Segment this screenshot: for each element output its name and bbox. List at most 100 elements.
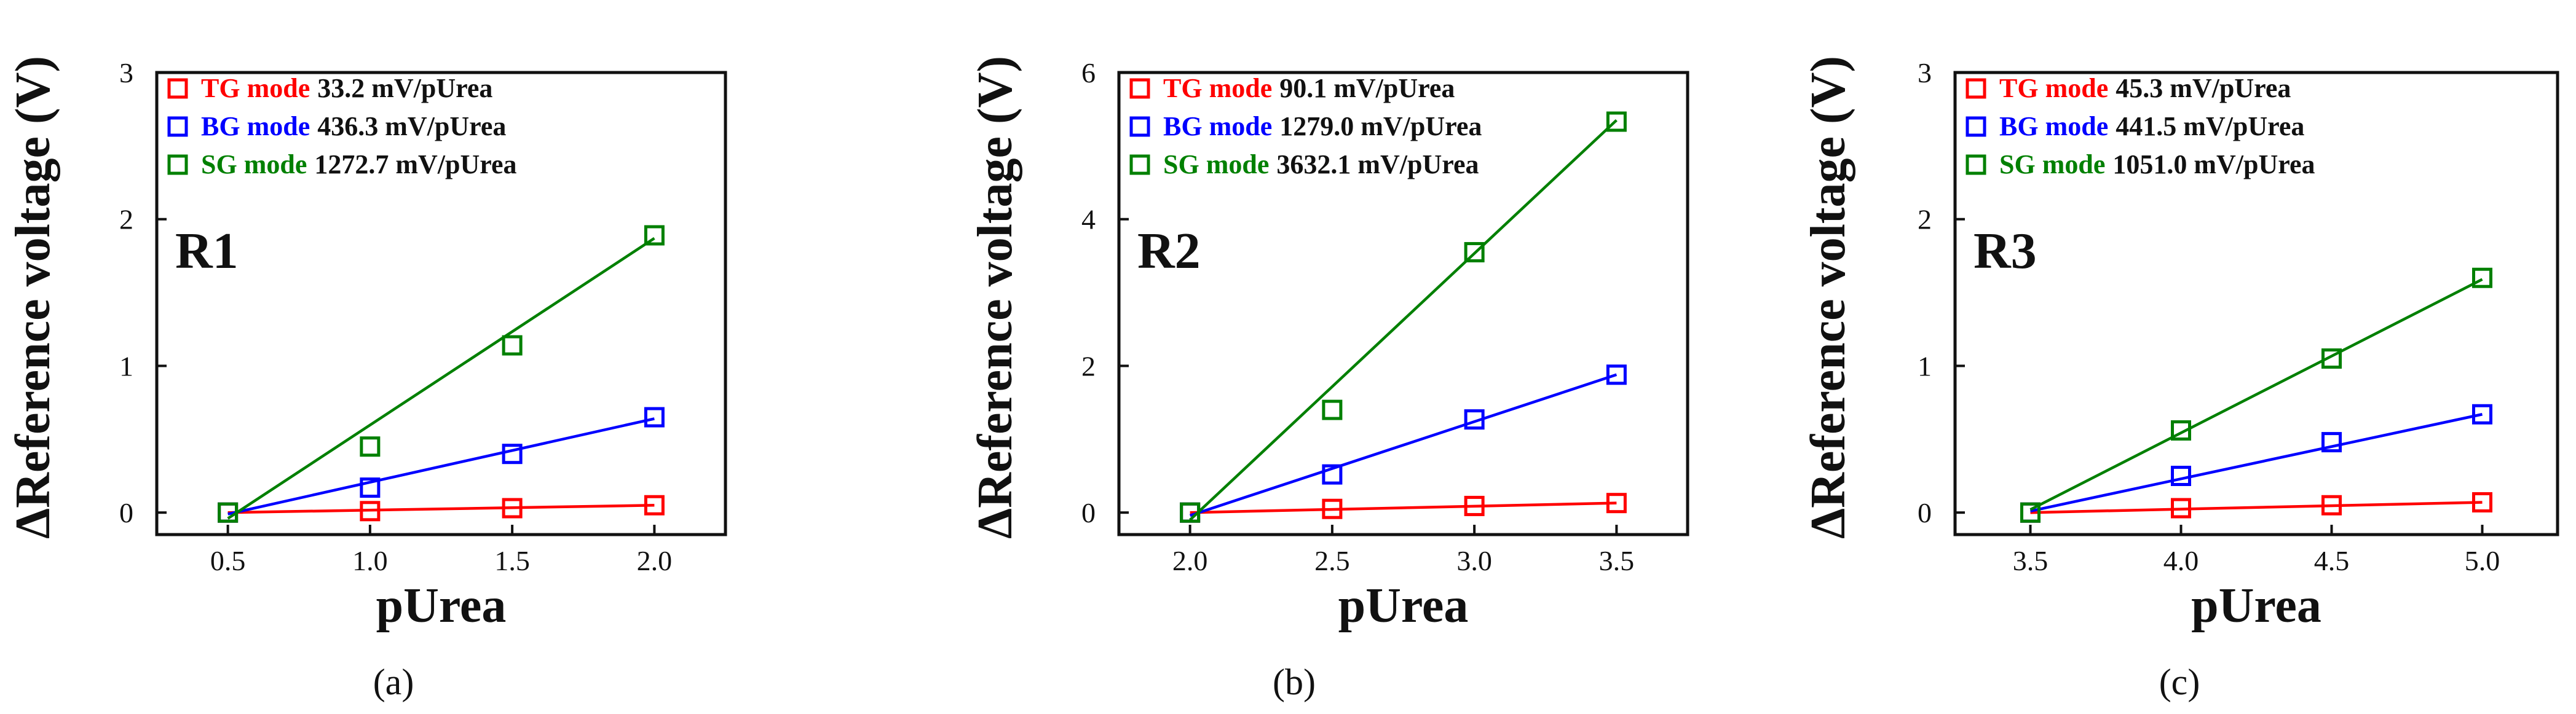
x-tick-label-c: 4.5 xyxy=(2314,545,2350,576)
y-axis-title-b: ΔReference voltage (V) xyxy=(968,56,1022,539)
data-point-sg-a xyxy=(360,436,381,457)
y-tick-label-c: 3 xyxy=(1918,57,1932,88)
panel-caption-c: (c) xyxy=(2159,662,2200,702)
data-point-bg-a xyxy=(644,407,665,428)
panel-tag-a: R1 xyxy=(175,222,239,280)
panel-tag-c: R3 xyxy=(1973,222,2037,280)
data-point-bg-b xyxy=(1322,464,1343,485)
fit-line-bg-b xyxy=(1189,373,1618,517)
data-point-bg-b xyxy=(1606,364,1627,385)
legend-sensitivity-tg-c: 45.3 mV/pUrea xyxy=(2116,73,2291,103)
data-point-tg-a xyxy=(360,501,381,522)
y-tick-label-a: 0 xyxy=(119,497,133,528)
y-tick-label-c: 1 xyxy=(1918,350,1932,382)
data-point-tg-c xyxy=(2321,495,2342,516)
y-tick-label-b: 4 xyxy=(1081,204,1096,235)
data-point-tg-c xyxy=(2171,498,2191,519)
legend-swatch-bg-c xyxy=(1966,116,1986,137)
fit-line-tg-a xyxy=(227,504,655,514)
x-tick-label-b: 2.5 xyxy=(1314,545,1350,576)
panel-caption-a: (a) xyxy=(373,662,414,702)
legend-swatch-sg-b xyxy=(1129,154,1150,175)
fit-line-tg-b xyxy=(1190,501,1617,514)
data-point-sg-c xyxy=(2472,267,2492,288)
legend-mode-name-bg-a: BG mode xyxy=(201,111,310,141)
y-tick-label-a: 1 xyxy=(119,350,133,382)
legend-mode-name-bg-b: BG mode xyxy=(1163,111,1272,141)
x-axis-title-a: pUrea xyxy=(376,579,507,633)
legend-entry-bg-a: BG mode 436.3 mV/pUrea xyxy=(201,111,506,141)
y-tick-label-a: 3 xyxy=(119,57,133,88)
plot-frame-a xyxy=(155,71,727,536)
fit-line-sg-a xyxy=(227,237,655,520)
y-tick-label-c: 0 xyxy=(1918,497,1932,528)
data-point-tg-a xyxy=(502,498,523,519)
fit-line-bg-a xyxy=(227,417,655,516)
chart-panel-c: 3.5 4.0 4.5 5.0 0 1 2 3 pUrea ΔReference voltage … xyxy=(1801,56,2559,702)
data-point-sg-c xyxy=(2020,502,2041,523)
fit-line-sg-c xyxy=(2029,278,2483,511)
data-point-tg-b xyxy=(1322,498,1343,519)
legend-entry-bg-b: BG mode 1279.0 mV/pUrea xyxy=(1163,111,1482,141)
fit-line-sg-b xyxy=(1189,119,1618,521)
legend-swatch-bg-a xyxy=(167,116,188,137)
data-point-sg-a xyxy=(218,502,239,523)
x-tick-label-b: 2.0 xyxy=(1172,545,1208,576)
y-axis-title-a: ΔReference voltage (V) xyxy=(6,56,60,539)
legend-mode-name-sg-b: SG mode xyxy=(1163,149,1269,179)
legend-mode-name-sg-c: SG mode xyxy=(1999,149,2105,179)
data-point-bg-c xyxy=(2171,466,2191,487)
chart-panel-a: 0.5 1.0 1.5 2.0 0 1 2 3 pUrea ΔReference voltage … xyxy=(6,56,727,702)
legend-sensitivity-tg-b: 90.1 mV/pUrea xyxy=(1279,73,1455,103)
chart-panel-b: 2.0 2.5 3.0 3.5 0 2 4 6 pUrea ΔReference voltage … xyxy=(968,56,1689,702)
x-axis-title-c: pUrea xyxy=(2191,579,2321,633)
legend-mode-name-tg-b: TG mode xyxy=(1163,73,1272,103)
data-point-sg-c xyxy=(2171,420,2191,441)
legend-mode-name-bg-c: BG mode xyxy=(1999,111,2108,141)
legend-swatch-sg-c xyxy=(1966,154,1986,175)
legend-mode-name-sg-a: SG mode xyxy=(201,149,307,179)
legend-mode-name-tg-a: TG mode xyxy=(201,73,310,103)
y-tick-label-b: 6 xyxy=(1081,57,1096,88)
x-tick-label-a: 1.5 xyxy=(494,545,530,576)
legend-sensitivity-bg-b: 1279.0 mV/pUrea xyxy=(1279,111,1482,141)
legend-swatch-tg-c xyxy=(1966,78,1986,99)
data-point-tg-a xyxy=(644,495,665,516)
data-point-sg-b xyxy=(1180,502,1201,523)
legend-sensitivity-bg-c: 441.5 mV/pUrea xyxy=(2116,111,2304,141)
legend-entry-bg-c: BG mode 441.5 mV/pUrea xyxy=(1999,111,2304,141)
data-point-sg-c xyxy=(2321,348,2342,369)
x-tick-label-c: 4.0 xyxy=(2163,545,2199,576)
data-point-sg-a xyxy=(502,335,523,356)
plot-frame-b xyxy=(1117,71,1689,536)
data-point-sg-b xyxy=(1606,111,1627,132)
legend-entry-sg-b: SG mode 3632.1 mV/pUrea xyxy=(1163,149,1479,179)
data-point-bg-a xyxy=(502,444,523,465)
x-tick-label-a: 2.0 xyxy=(637,545,673,576)
data-point-tg-b xyxy=(1464,495,1485,516)
x-tick-label-c: 5.0 xyxy=(2465,545,2500,576)
data-point-sg-a xyxy=(644,225,665,246)
plot-frame-c xyxy=(1953,71,2559,536)
legend-entry-tg-a: TG mode 33.2 mV/pUrea xyxy=(201,73,492,103)
panel-caption-b: (b) xyxy=(1273,662,1316,702)
legend-sensitivity-sg-a: 1272.7 mV/pUrea xyxy=(314,149,516,179)
y-tick-label-a: 2 xyxy=(119,204,133,235)
legend-sensitivity-bg-a: 436.3 mV/pUrea xyxy=(317,111,506,141)
fit-line-bg-c xyxy=(2030,413,2483,513)
y-tick-label-b: 0 xyxy=(1081,497,1096,528)
data-point-sg-b xyxy=(1464,241,1485,262)
x-tick-label-b: 3.0 xyxy=(1456,545,1492,576)
data-point-bg-a xyxy=(360,477,381,498)
y-tick-label-b: 2 xyxy=(1081,350,1096,382)
data-point-sg-b xyxy=(1322,399,1343,420)
x-tick-label-a: 1.0 xyxy=(352,545,388,576)
x-tick-label-c: 3.5 xyxy=(2013,545,2049,576)
x-tick-label-b: 3.5 xyxy=(1599,545,1635,576)
legend-entry-sg-c: SG mode 1051.0 mV/pUrea xyxy=(1999,149,2315,179)
y-axis-title-c: ΔReference voltage (V) xyxy=(1801,56,1855,539)
legend-swatch-tg-b xyxy=(1129,78,1150,99)
legend-swatch-bg-b xyxy=(1129,116,1150,137)
data-point-bg-c xyxy=(2472,404,2492,425)
